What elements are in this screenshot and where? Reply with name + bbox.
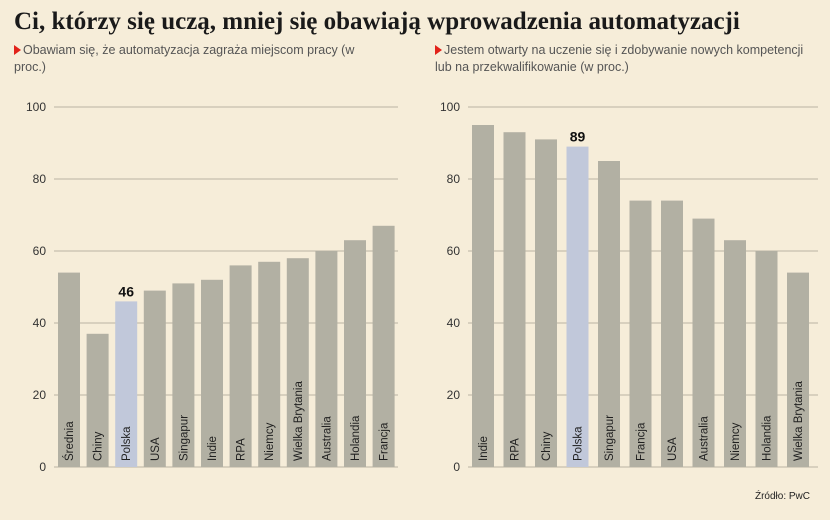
- bar-category-label: Indie: [207, 436, 219, 461]
- bar-category-label: RPA: [510, 438, 522, 461]
- bar-highlight: [566, 146, 589, 467]
- bar-category-label: Australia: [321, 416, 333, 461]
- right-subtitle-text: Jestem otwarty na uczenie się i zdobywan…: [435, 43, 804, 74]
- bar-category-label: Holandia: [350, 415, 362, 461]
- bar: [286, 258, 309, 467]
- bar: [692, 218, 715, 467]
- highlight-value-label: 46: [118, 283, 134, 299]
- bar-category-label: Polska: [121, 426, 133, 461]
- red-triangle-icon: [14, 45, 21, 55]
- bar: [258, 261, 281, 467]
- y-tick-label: 80: [447, 172, 461, 186]
- bar: [372, 225, 395, 467]
- source-note: Źródło: PwC: [754, 491, 810, 502]
- bar: [755, 251, 778, 467]
- bar: [229, 265, 252, 467]
- bar-category-label: Niemcy: [264, 422, 276, 461]
- y-tick-label: 60: [33, 244, 47, 258]
- bar-highlight: [115, 301, 138, 467]
- bar: [598, 161, 620, 467]
- bar: [86, 333, 109, 467]
- y-tick-label: 100: [440, 100, 460, 114]
- left-chart: 0 20 40 60 80 100 Średnia Chiny Polska 46 USA Singa…: [26, 100, 398, 474]
- bar: [472, 125, 494, 467]
- y-tick-label: 40: [33, 316, 47, 330]
- bar-category-label: Wielka Brytania: [293, 381, 305, 461]
- bar: [787, 272, 809, 467]
- bar-category-label: Singapur: [178, 415, 190, 461]
- bar-category-label: Australia: [699, 416, 711, 461]
- bar-category-label: Średnia: [63, 421, 76, 461]
- bar-category-label: Polska: [573, 426, 585, 461]
- bar: [344, 240, 366, 467]
- y-tick-label: 20: [33, 388, 47, 402]
- y-tick-label: 60: [447, 244, 461, 258]
- bar: [201, 279, 223, 467]
- bar: [724, 240, 746, 467]
- bar-category-label: Chiny: [93, 431, 105, 461]
- bar: [661, 200, 683, 467]
- bar-category-label: Niemcy: [730, 422, 742, 461]
- bar: [535, 139, 557, 467]
- y-tick-label: 80: [33, 172, 47, 186]
- highlight-value-label: 89: [570, 129, 586, 145]
- right-chart: 0 20 40 60 80 100 Indie RPA Chiny Polska 89 Singapu…: [440, 100, 818, 474]
- bar: [58, 272, 80, 467]
- bar-category-label: Singapur: [604, 415, 616, 461]
- left-subtitle-text: Obawiam się, że automatyzacja zagraża mi…: [14, 43, 355, 74]
- bar-category-label: USA: [150, 437, 162, 461]
- bar-category-label: RPA: [236, 438, 248, 461]
- bar: [503, 132, 526, 467]
- y-tick-label: 0: [39, 460, 46, 474]
- bar: [143, 290, 166, 467]
- red-triangle-icon: [435, 45, 442, 55]
- bar-category-label: Chiny: [541, 431, 553, 461]
- y-tick-label: 20: [447, 388, 461, 402]
- bar-category-label: Francja: [379, 422, 391, 461]
- bar-category-label: Francja: [636, 422, 648, 461]
- y-tick-label: 100: [26, 100, 46, 114]
- chart-title: Ci, którzy się uczą, mniej się obawiają …: [14, 8, 740, 35]
- y-tick-label: 40: [447, 316, 461, 330]
- bar: [172, 283, 195, 467]
- right-chart-subtitle: Jestem otwarty na uczenie się i zdobywan…: [435, 42, 805, 76]
- bar-category-label: Wielka Brytania: [793, 381, 805, 461]
- bar-category-label: USA: [667, 437, 679, 461]
- left-chart-subtitle: Obawiam się, że automatyzacja zagraża mi…: [14, 42, 384, 76]
- bar: [315, 251, 338, 467]
- bar-category-label: Holandia: [762, 415, 774, 461]
- bar-category-label: Indie: [478, 436, 490, 461]
- y-tick-label: 0: [453, 460, 460, 474]
- bar: [629, 200, 652, 467]
